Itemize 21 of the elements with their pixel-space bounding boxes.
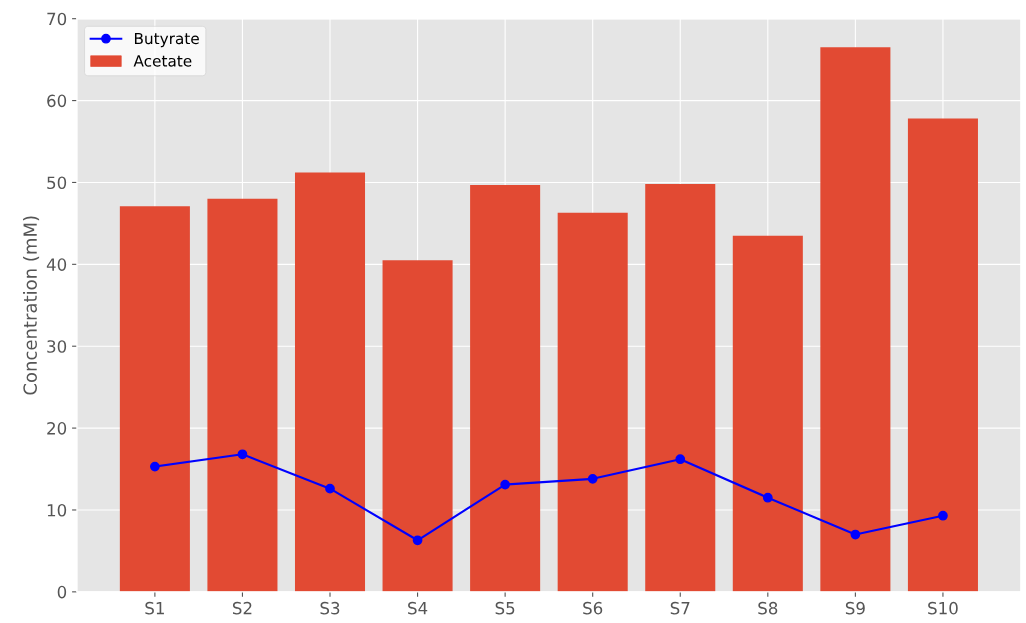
y-axis-title: Concentration (mM) — [22, 216, 40, 395]
x-tick-label: S4 — [408, 601, 428, 615]
x-tick-label: S6 — [583, 601, 603, 615]
x-tick-label: S10 — [928, 601, 958, 615]
x-tick-label: S3 — [320, 601, 340, 615]
y-tick-label: 60 — [47, 94, 67, 108]
y-tick-label: 70 — [47, 12, 67, 26]
y-tick-label: 0 — [57, 585, 67, 599]
y-tick-label: 50 — [47, 176, 67, 190]
x-tick-label: S1 — [145, 601, 164, 615]
x-tick-label: S2 — [232, 601, 252, 615]
x-tick-label: S8 — [758, 601, 778, 615]
x-tick-label: S9 — [845, 601, 865, 615]
y-tick-label: 30 — [47, 340, 67, 353]
x-tick-label: S5 — [495, 601, 515, 615]
x-tick-label: S7 — [670, 601, 690, 615]
y-tick-label: 20 — [47, 422, 67, 435]
y-tick-label: 40 — [46, 258, 67, 271]
legend-label: Butyrate — [134, 32, 199, 48]
legend-label: Acetate — [133, 55, 192, 67]
y-tick-label: 10 — [47, 503, 67, 517]
